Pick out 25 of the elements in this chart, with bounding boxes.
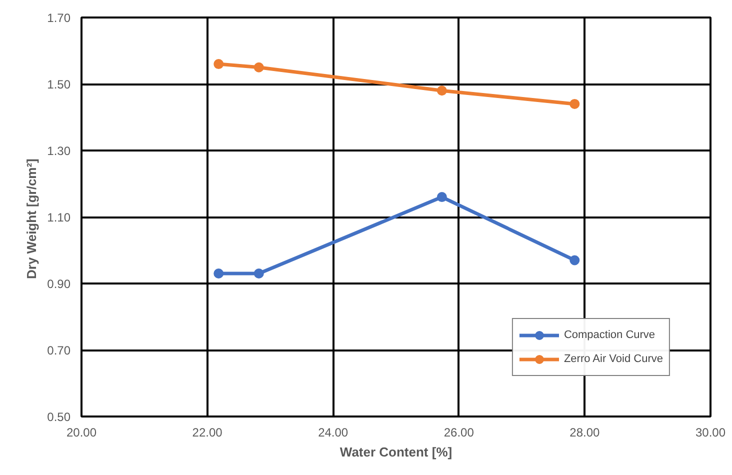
point (254, 62, 264, 72)
y-tick-label: 0.50 (47, 410, 71, 424)
y-tick-label: 1.70 (47, 11, 71, 25)
legend-label: Compaction Curve (564, 328, 656, 342)
x-tick-label: 30.00 (695, 426, 726, 440)
x-tick-label: 24.00 (318, 426, 348, 440)
y-tick-label: 0.90 (47, 277, 71, 291)
legend-label: Zerro Air Void Curve (564, 352, 663, 366)
y-tick-label: 0.70 (47, 344, 71, 358)
point (254, 268, 264, 279)
y-axis-title: Dry Weight [gr/cm²] (24, 158, 40, 279)
point (570, 98, 580, 109)
y-tick-label: 1.30 (47, 144, 71, 158)
x-tick-label: 28.00 (570, 426, 600, 440)
y-tick-label: 1.50 (47, 78, 71, 92)
point (570, 255, 580, 266)
point (436, 192, 447, 202)
point (214, 59, 224, 70)
point (214, 268, 224, 279)
x-tick-label: 22.00 (192, 426, 223, 440)
x-axis-title: Water Content [%] (340, 444, 452, 460)
x-tick-label: 26.00 (444, 426, 474, 440)
y-tick-label: 1.10 (47, 210, 71, 224)
point (436, 86, 447, 96)
x-tick-label: 20.00 (66, 426, 97, 440)
